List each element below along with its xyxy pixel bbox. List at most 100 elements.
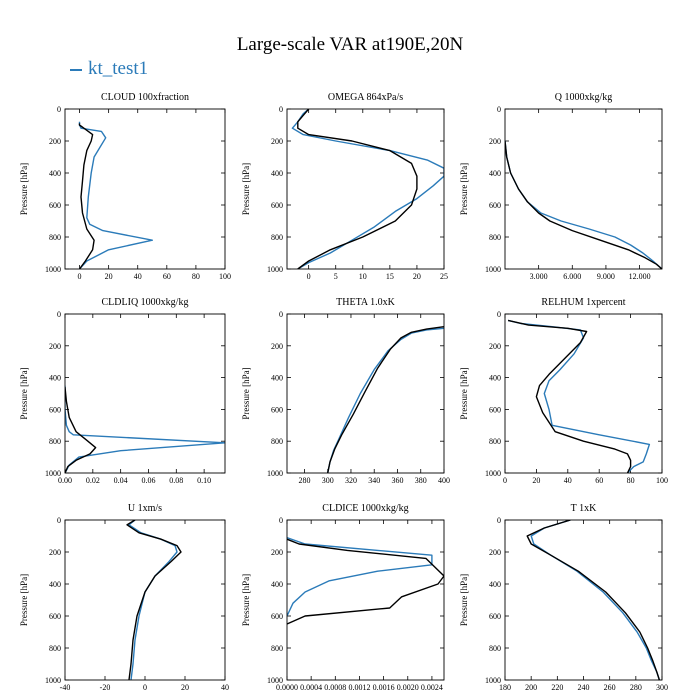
y-tick-label: 1000 <box>267 265 283 274</box>
x-tick-label: 0.08 <box>169 476 183 485</box>
y-tick-label: 600 <box>489 201 501 210</box>
x-tick-label: 20 <box>181 683 189 692</box>
chart-panel: THETA 1.0xK Pressure [hPa] 0 200 400 600 800 10… <box>241 297 450 485</box>
y-tick-label: 200 <box>49 548 61 557</box>
panel-title: THETA 1.0xK <box>336 297 395 308</box>
y-tick-label: 600 <box>49 201 61 210</box>
x-tick-label: 400 <box>438 476 450 485</box>
legend-line-icon <box>70 68 82 71</box>
y-axis-label: Pressure [hPa] <box>19 367 29 419</box>
x-tick-label: 0.0008 <box>324 683 346 692</box>
x-tick-label: 0.0004 <box>300 683 322 692</box>
y-axis-label: Pressure [hPa] <box>459 163 469 215</box>
y-tick-label: 0 <box>57 310 61 319</box>
x-tick-label: 0 <box>503 476 507 485</box>
x-tick-label: 180 <box>499 683 511 692</box>
series-line-kt-test1 <box>128 520 178 680</box>
y-tick-label: 200 <box>489 342 501 351</box>
plot-frame <box>64 313 226 474</box>
series-line-kt-test1 <box>291 109 444 269</box>
y-tick-label: 800 <box>489 437 501 446</box>
series-line-reference <box>505 140 662 269</box>
x-tick-label: 0 <box>143 683 147 692</box>
x-tick-label: 0.06 <box>141 476 155 485</box>
y-tick-label: 600 <box>49 405 61 414</box>
y-tick-label: 0 <box>279 310 283 319</box>
y-tick-label: 0 <box>279 516 283 525</box>
x-tick-label: 0 <box>307 272 311 281</box>
chart-panel: CLDICE 1000xkg/kg Pressure [hPa] 0 200 400 60… <box>241 503 445 692</box>
x-tick-label: 100 <box>219 272 231 281</box>
y-tick-label: 200 <box>271 548 283 557</box>
y-tick-label: 400 <box>489 169 501 178</box>
series-line-kt-test1 <box>78 121 154 269</box>
x-tick-label: 0.0012 <box>348 683 370 692</box>
panel-title: Q 1000xkg/kg <box>555 92 613 103</box>
y-tick-label: 400 <box>49 169 61 178</box>
y-tick-label: 800 <box>271 233 283 242</box>
y-tick-label: 1000 <box>267 676 283 685</box>
plot-frame <box>504 519 663 681</box>
series-line-kt-test1 <box>505 140 662 269</box>
y-tick-label: 200 <box>49 342 61 351</box>
page-title: Large-scale VAR at190E,20N <box>236 34 464 55</box>
y-tick-label: 200 <box>49 137 61 146</box>
plot-frame <box>286 313 445 474</box>
y-tick-label: 600 <box>49 612 61 621</box>
x-tick-label: 20 <box>532 476 540 485</box>
y-tick-label: 600 <box>271 405 283 414</box>
panel-title: RELHUM 1xpercent <box>541 297 625 308</box>
y-tick-label: 800 <box>49 437 61 446</box>
plot-frame <box>504 313 663 474</box>
x-tick-label: 20 <box>413 272 421 281</box>
series-line-kt-test1 <box>327 327 444 473</box>
y-tick-label: 200 <box>271 342 283 351</box>
x-tick-label: 300 <box>322 476 334 485</box>
y-tick-label: 1000 <box>485 469 501 478</box>
series-line-kt-test1 <box>65 385 225 473</box>
y-tick-label: 200 <box>489 548 501 557</box>
y-tick-label: 600 <box>489 612 501 621</box>
x-tick-label: 240 <box>578 683 590 692</box>
x-tick-label: 12.000 <box>629 272 651 281</box>
x-tick-label: 80 <box>627 476 635 485</box>
y-tick-label: 0 <box>497 105 501 114</box>
x-tick-label: 40 <box>564 476 572 485</box>
x-tick-label: 9.000 <box>597 272 615 281</box>
y-tick-label: 800 <box>489 233 501 242</box>
x-tick-label: 80 <box>192 272 200 281</box>
x-tick-label: 200 <box>525 683 537 692</box>
chart-panel: Q 1000xkg/kg Pressure [hPa] 0 200 400 600 800 1… <box>459 92 663 281</box>
y-tick-label: 400 <box>49 580 61 589</box>
y-tick-label: 800 <box>489 644 501 653</box>
x-tick-label: -40 <box>60 683 71 692</box>
x-tick-label: 260 <box>604 683 616 692</box>
y-tick-label: 400 <box>489 374 501 383</box>
y-tick-label: 1000 <box>45 676 61 685</box>
plot-frame <box>64 519 226 681</box>
x-tick-label: 0.10 <box>197 476 211 485</box>
x-tick-label: 40 <box>134 272 142 281</box>
x-tick-label: 0.0000 <box>276 683 298 692</box>
legend: kt_test1 <box>70 58 148 80</box>
y-tick-label: 0 <box>57 105 61 114</box>
x-tick-label: 360 <box>391 476 403 485</box>
x-tick-label: 15 <box>386 272 394 281</box>
x-tick-label: 0.00 <box>58 476 72 485</box>
y-tick-label: 400 <box>49 374 61 383</box>
y-axis-label: Pressure [hPa] <box>241 574 251 626</box>
plot-frame <box>286 108 445 270</box>
y-tick-label: 200 <box>271 137 283 146</box>
y-tick-label: 400 <box>271 169 283 178</box>
x-tick-label: 6.000 <box>563 272 581 281</box>
x-tick-label: 100 <box>656 476 668 485</box>
y-axis-label: Pressure [hPa] <box>19 163 29 215</box>
y-tick-label: 200 <box>489 137 501 146</box>
legend-entry-label: kt_test1 <box>88 58 149 79</box>
y-tick-label: 800 <box>271 437 283 446</box>
x-tick-label: 0.0024 <box>421 683 443 692</box>
y-axis-label: Pressure [hPa] <box>241 163 251 215</box>
series-line-reference <box>65 387 97 473</box>
